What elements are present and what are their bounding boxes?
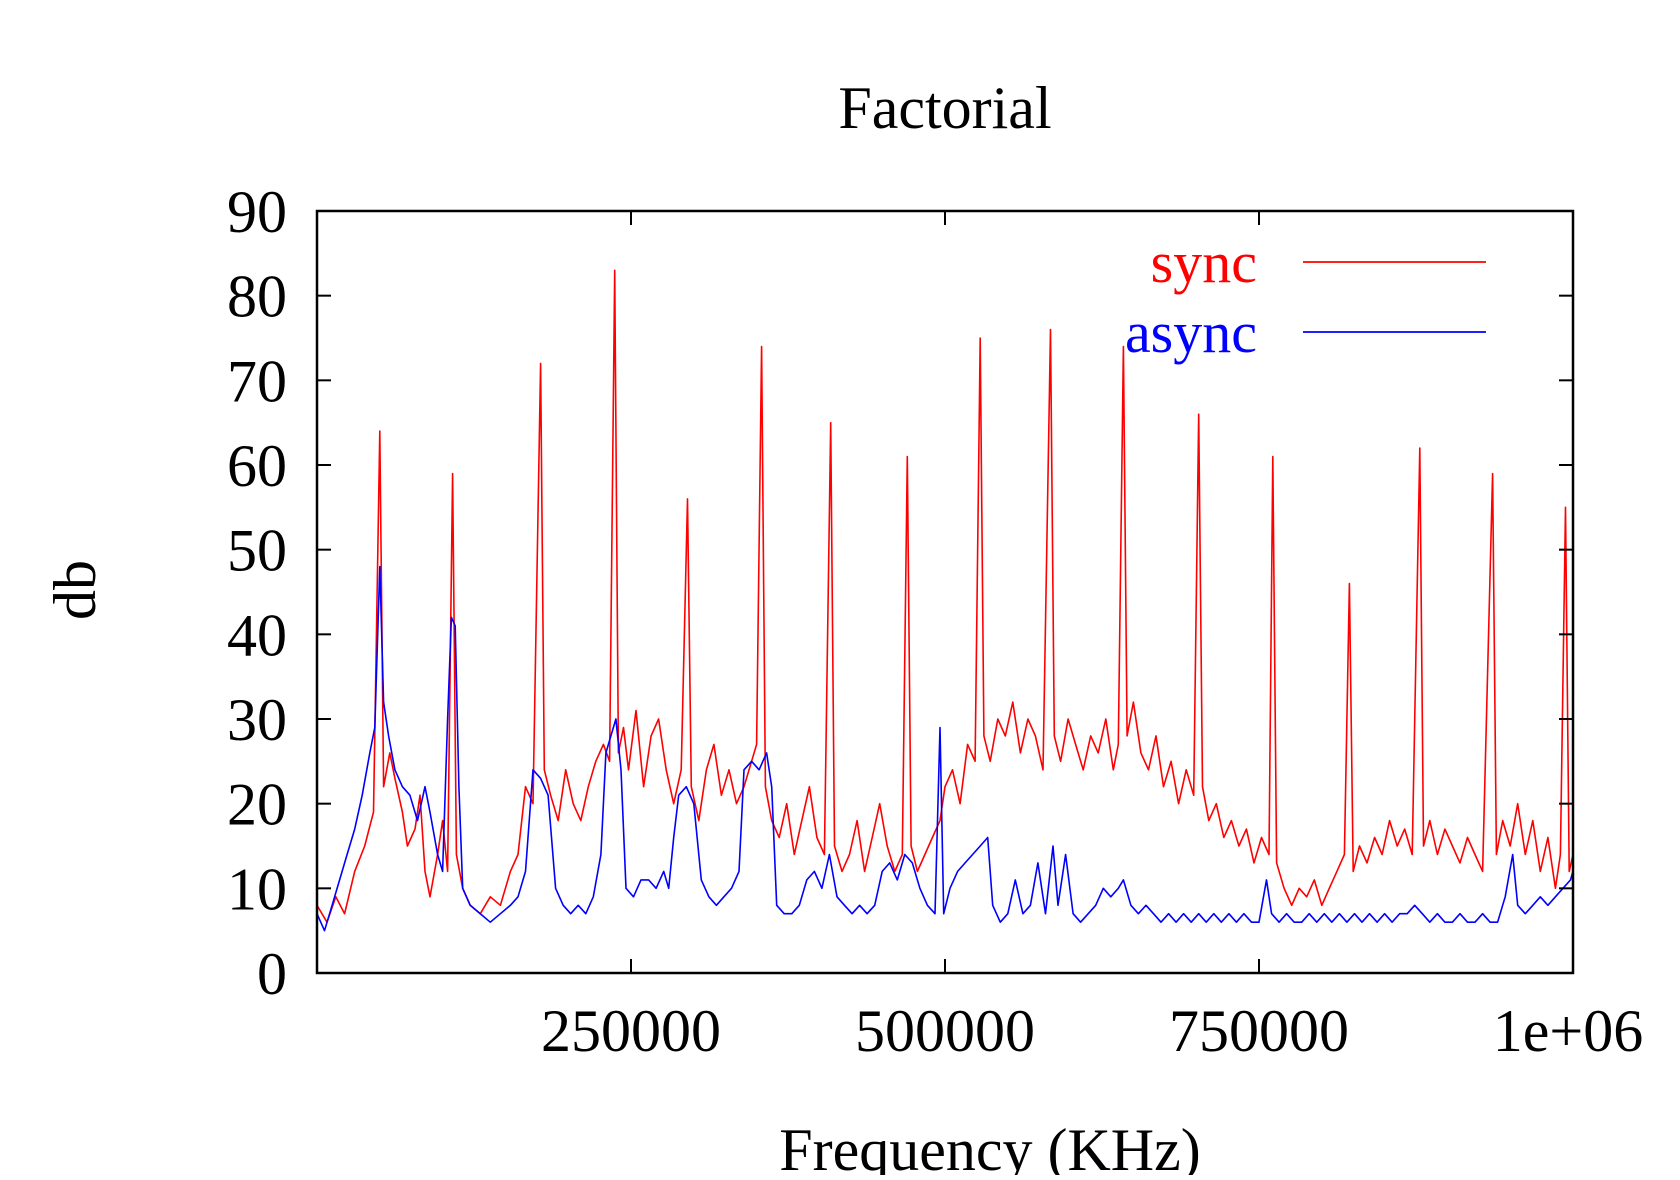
x-axis-label: Frequency (KHz) bbox=[779, 1117, 1201, 1175]
y-tick-label: 10 bbox=[227, 856, 287, 922]
y-tick-label: 0 bbox=[257, 941, 287, 1007]
series-line-async bbox=[316, 565, 1574, 932]
axis-layer: 0 10 20 30 40 50 60 70 80 90 250000 500000 750000 1e+… bbox=[227, 179, 1643, 1064]
y-tick-label: 50 bbox=[227, 518, 287, 584]
legend-label-async: async bbox=[1125, 300, 1257, 365]
x-tick-label: 750000 bbox=[1169, 998, 1349, 1064]
x-tick-label: 250000 bbox=[541, 998, 721, 1064]
chart-title: Factorial bbox=[838, 75, 1051, 141]
y-axis-label: db bbox=[42, 560, 108, 620]
x-tick-label: 1e+06 bbox=[1493, 998, 1643, 1064]
y-tick-label: 30 bbox=[227, 687, 287, 753]
series-layer bbox=[316, 269, 1574, 932]
series-line-sync bbox=[316, 269, 1574, 923]
y-tick-label: 60 bbox=[227, 433, 287, 499]
y-tick-label: 80 bbox=[227, 264, 287, 330]
y-tick-label: 70 bbox=[227, 348, 287, 414]
y-tick-label: 20 bbox=[227, 772, 287, 838]
y-tick-label: 90 bbox=[227, 179, 287, 245]
y-tick-label: 40 bbox=[227, 602, 287, 668]
plot-frame bbox=[315, 209, 1575, 975]
legend-label-sync: sync bbox=[1151, 230, 1257, 295]
x-tick-label: 500000 bbox=[855, 998, 1035, 1064]
